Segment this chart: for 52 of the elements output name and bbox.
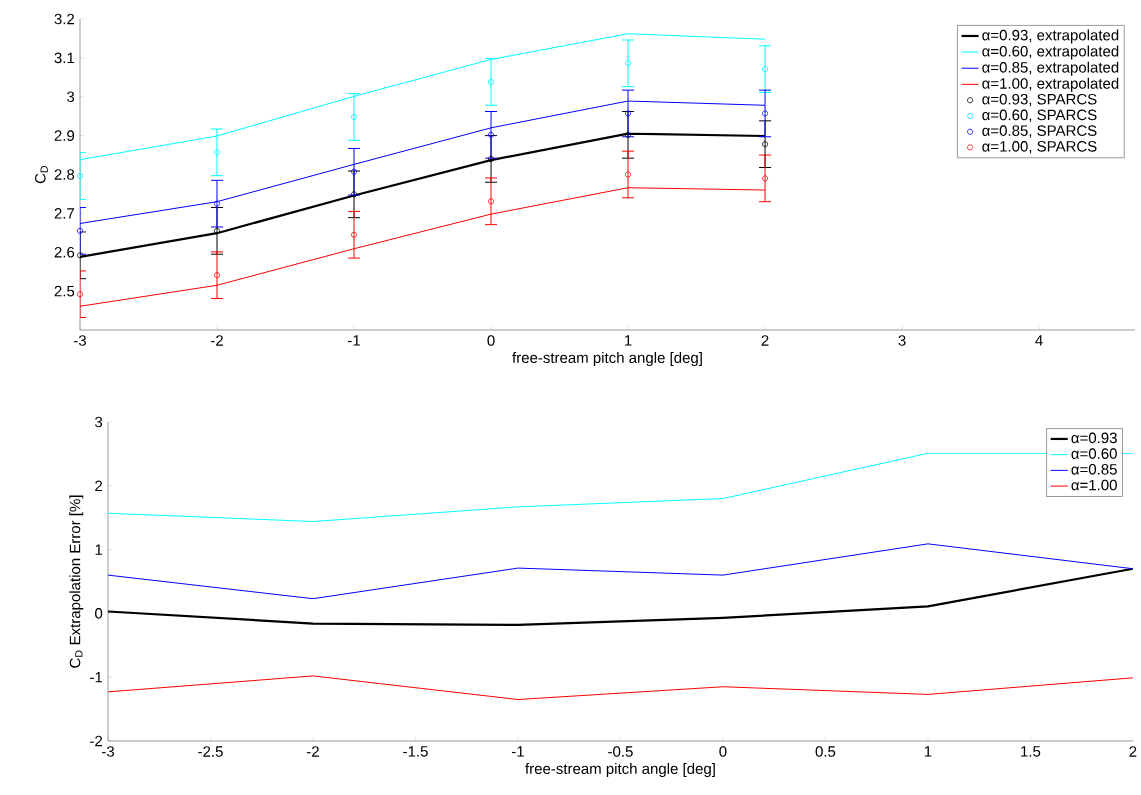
x-tick-label: 0	[487, 335, 495, 346]
y-tick-label: 2.7	[54, 208, 75, 219]
y-tick-label: 3	[95, 416, 103, 428]
x-tick-label: -3	[102, 746, 115, 757]
legend-label: α=1.00	[1071, 479, 1117, 491]
legend-label: α=0.60	[1071, 448, 1117, 459]
y-tick-label: 1	[95, 544, 103, 555]
y-tick-label: 3.1	[54, 52, 75, 64]
x-tick-label: -0.5	[608, 746, 633, 757]
y-tick-label: 2.9	[54, 130, 75, 141]
legend-label: α=0.93, SPARCS	[982, 93, 1097, 107]
x-tick-label: -2	[211, 335, 223, 346]
y-tick-label: 0	[95, 608, 103, 619]
y-axis-title: C$_{D}$	[35, 166, 48, 184]
x-tick-label: -1.5	[403, 746, 428, 757]
x-tick-label: 2	[1129, 746, 1137, 757]
legend-label: α=0.85, SPARCS	[982, 125, 1097, 138]
x-tick-label: 0.5	[815, 746, 836, 757]
y-tick-label: 2.8	[54, 169, 75, 180]
y-tick-label: 3.2	[54, 13, 75, 25]
y-tick-label: 3	[67, 91, 75, 103]
x-tick-label: -1	[348, 335, 360, 346]
line-series	[108, 543, 1133, 600]
line-series	[80, 33, 766, 161]
legend-label: α=0.60, extrapolated	[982, 45, 1119, 60]
x-tick-label: -1	[511, 746, 524, 757]
y-axis-title: C$_{D}$ Extrapolation Error [%]	[69, 495, 84, 668]
x-tick-label: 1	[625, 335, 632, 346]
y-tick-label: 2	[95, 480, 103, 492]
legend-label: α=1.00, extrapolated	[982, 77, 1119, 92]
legend-label: α=0.93, extrapolated	[982, 29, 1119, 44]
x-tick-label: 2	[761, 335, 769, 346]
legend-label: α=0.60, SPARCS	[982, 109, 1097, 122]
x-tick-label: 1	[924, 746, 932, 757]
line-series	[108, 675, 1133, 701]
y-tick-label: -1	[90, 672, 103, 683]
legend-label: α=0.85, extrapolated	[982, 61, 1119, 76]
x-tick-label: 3	[898, 335, 906, 346]
x-axis-title: free-stream pitch angle [deg]	[512, 352, 702, 366]
legend-label: α=0.85	[1071, 464, 1117, 475]
y-tick-label: 2.5	[54, 285, 75, 297]
x-tick-label: -2	[306, 746, 319, 757]
legend-label: α=1.00, SPARCS	[982, 141, 1097, 154]
y-tick-label: -2	[90, 735, 103, 747]
legend-label: α=0.93	[1071, 432, 1117, 444]
x-axis-title: free-stream pitch angle [deg]	[525, 763, 715, 777]
y-tick-label: 2.6	[54, 246, 75, 258]
x-tick-label: 1.5	[1021, 746, 1041, 757]
x-tick-label: -3	[74, 335, 87, 346]
x-tick-label: 0	[719, 746, 727, 757]
x-tick-label: 4	[1035, 335, 1043, 346]
x-tick-label: -2.5	[198, 746, 223, 757]
